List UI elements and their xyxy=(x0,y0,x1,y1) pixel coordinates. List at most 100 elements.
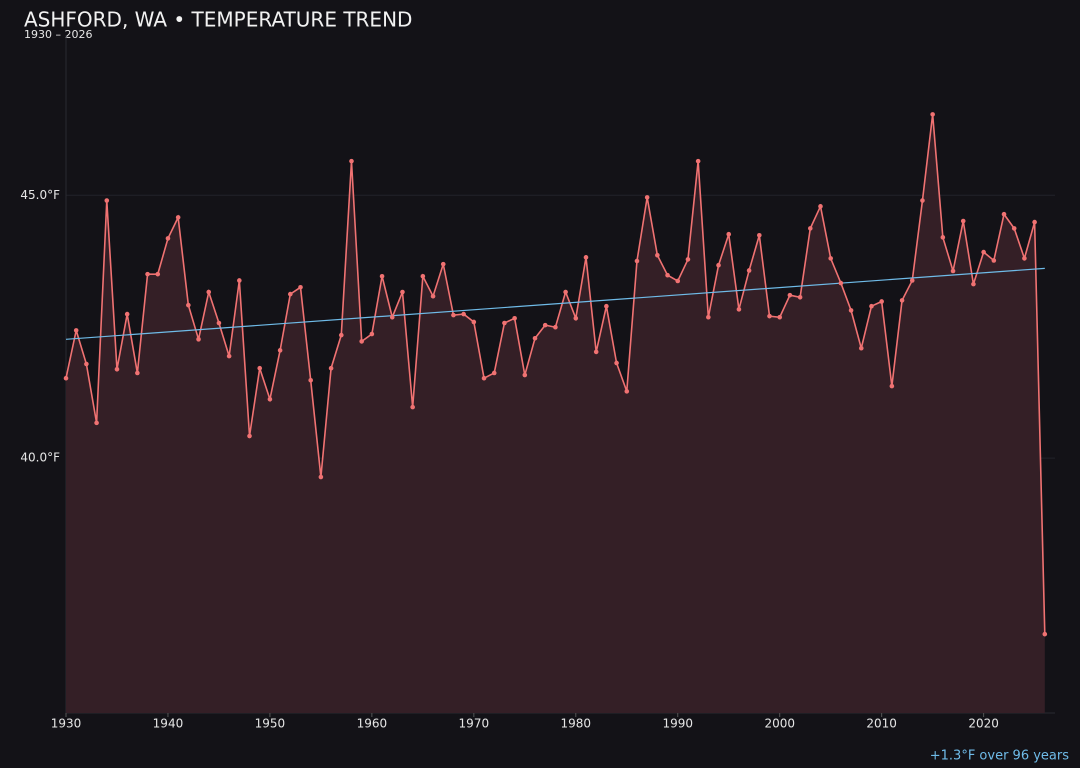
point xyxy=(379,273,385,279)
point xyxy=(349,158,354,164)
point xyxy=(226,353,232,359)
point xyxy=(563,289,568,295)
x-tick-label: 1980 xyxy=(561,717,592,731)
x-tick-label: 2010 xyxy=(866,717,897,731)
point xyxy=(1042,631,1048,637)
x-tick-label: 1990 xyxy=(662,717,693,731)
point xyxy=(104,198,110,203)
point xyxy=(573,315,579,321)
point xyxy=(257,365,263,371)
point xyxy=(950,268,956,274)
chart-subtitle: 1930 – 2026 xyxy=(24,28,92,41)
point xyxy=(94,420,99,426)
point xyxy=(665,272,670,278)
point xyxy=(288,291,293,297)
point xyxy=(440,261,446,267)
x-tick-label: 1950 xyxy=(255,717,286,731)
point xyxy=(981,249,986,255)
point xyxy=(858,345,864,351)
x-tick-label: 1970 xyxy=(459,717,490,731)
point xyxy=(175,215,181,220)
point xyxy=(879,299,884,304)
point xyxy=(206,289,212,295)
point xyxy=(1011,226,1017,231)
chart-title: ASHFORD, WA • TEMPERATURE TREND xyxy=(24,8,412,32)
trend-line xyxy=(65,267,1045,340)
point xyxy=(695,158,701,164)
point xyxy=(634,258,640,264)
point xyxy=(716,262,721,268)
point xyxy=(277,348,283,353)
point xyxy=(991,258,997,263)
point xyxy=(838,280,844,286)
x-tick-label: 2020 xyxy=(968,717,999,731)
point xyxy=(471,319,477,325)
point xyxy=(186,302,191,308)
x-tick-label: 2000 xyxy=(764,717,795,731)
point xyxy=(644,195,650,200)
point xyxy=(338,332,344,338)
point xyxy=(124,311,130,317)
point xyxy=(532,335,538,341)
trend-annotation: +1.3°F over 96 years xyxy=(930,749,1069,764)
point xyxy=(787,292,793,298)
point xyxy=(481,375,487,381)
point xyxy=(451,312,456,318)
point xyxy=(818,204,823,209)
point xyxy=(420,273,426,279)
y-tick-label: 45.0°F xyxy=(20,188,60,202)
point xyxy=(502,320,507,326)
point xyxy=(828,256,833,261)
point xyxy=(145,271,150,277)
point xyxy=(267,396,273,402)
point xyxy=(400,289,405,295)
area xyxy=(66,114,1045,713)
point xyxy=(553,324,558,330)
point xyxy=(685,257,691,262)
point xyxy=(614,360,619,366)
point xyxy=(73,328,79,333)
point xyxy=(675,278,681,284)
point xyxy=(807,226,813,231)
point xyxy=(308,378,314,383)
point xyxy=(624,389,630,394)
point xyxy=(1022,256,1027,261)
x-tick-label: 1930 xyxy=(51,717,82,731)
point xyxy=(165,236,171,241)
point xyxy=(114,366,120,372)
point xyxy=(1032,219,1037,225)
point xyxy=(726,231,732,237)
point xyxy=(593,349,599,355)
point xyxy=(757,232,762,238)
point xyxy=(1001,211,1007,217)
point xyxy=(767,313,772,319)
point xyxy=(583,255,589,260)
point xyxy=(369,331,375,337)
point xyxy=(298,284,303,290)
point xyxy=(920,198,925,203)
point xyxy=(328,365,334,371)
point xyxy=(746,268,752,273)
point xyxy=(522,372,528,378)
point xyxy=(930,112,935,117)
point xyxy=(706,314,711,320)
point xyxy=(777,314,783,320)
point xyxy=(848,308,854,313)
point xyxy=(889,383,895,389)
point xyxy=(909,278,915,283)
point xyxy=(237,278,242,283)
point xyxy=(318,474,324,480)
point xyxy=(247,433,252,439)
point xyxy=(135,370,140,376)
point xyxy=(430,293,436,299)
point xyxy=(155,271,161,277)
point xyxy=(216,320,222,326)
point xyxy=(389,314,395,320)
point xyxy=(63,375,69,381)
point xyxy=(797,294,803,300)
point xyxy=(359,339,364,344)
point xyxy=(491,370,497,376)
point xyxy=(655,252,660,258)
point xyxy=(940,235,946,240)
